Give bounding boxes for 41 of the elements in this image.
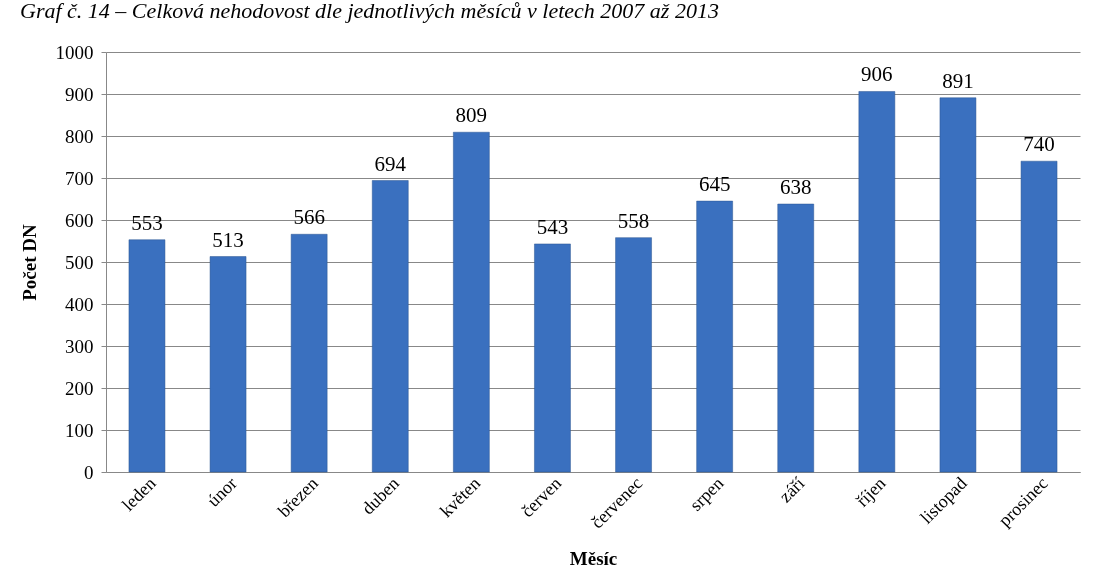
bar [372, 180, 409, 473]
data-label: 906 [861, 62, 893, 87]
data-label: 645 [698, 172, 731, 197]
bar [209, 256, 247, 473]
data-label: 740 [1023, 132, 1055, 157]
bar [1020, 160, 1058, 473]
y-tick-label: 900 [65, 83, 94, 105]
bar [939, 97, 977, 473]
y-tick-label: 100 [65, 419, 94, 441]
bar [453, 131, 490, 473]
y-tick-label: 0 [84, 461, 94, 483]
bar [290, 234, 328, 473]
data-label: 694 [374, 151, 407, 176]
data-label: 513 [212, 227, 244, 252]
bar [128, 239, 166, 473]
y-tick-label: 400 [65, 293, 94, 315]
y-tick-label: 300 [65, 335, 94, 357]
y-tick-label: 600 [65, 209, 94, 231]
data-label: 558 [617, 208, 650, 233]
data-label: 566 [293, 205, 325, 230]
y-tick-label: 700 [65, 167, 94, 189]
y-tick-label: 200 [65, 377, 94, 399]
bar [777, 203, 814, 473]
y-tick-label: 1000 [55, 41, 94, 63]
x-tick-label: říjen [852, 473, 890, 511]
x-tick-label: únor [203, 473, 241, 511]
data-label: 891 [942, 68, 974, 93]
data-label: 638 [780, 175, 812, 200]
chart-title: Graf č. 14 – Celková nehodovost dle jednotlivých měsíců v letech 2007 až 2013 [20, 0, 719, 23]
y-tick-label: 500 [65, 251, 94, 273]
bar [534, 243, 571, 473]
bar [858, 91, 896, 473]
x-axis-title: Měsíc [569, 548, 618, 570]
y-axis-title: Počet DN [18, 223, 40, 301]
data-label: 543 [536, 214, 569, 239]
bar [615, 237, 652, 473]
data-label: 809 [455, 103, 488, 128]
bar [696, 200, 733, 473]
data-label: 553 [131, 210, 163, 235]
y-tick-label: 800 [65, 125, 94, 147]
x-tick-label: září [775, 473, 809, 507]
